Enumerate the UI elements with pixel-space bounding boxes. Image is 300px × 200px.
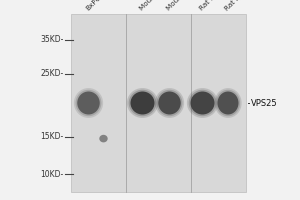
Text: 25KD-: 25KD- — [40, 69, 64, 78]
Ellipse shape — [216, 90, 240, 116]
Text: 10KD-: 10KD- — [40, 170, 64, 179]
Ellipse shape — [130, 92, 154, 114]
Ellipse shape — [190, 92, 214, 114]
Ellipse shape — [187, 88, 218, 118]
Text: Mouse brain: Mouse brain — [138, 0, 174, 12]
Ellipse shape — [218, 92, 239, 114]
Text: 35KD-: 35KD- — [40, 35, 64, 44]
Ellipse shape — [155, 88, 184, 118]
Text: Mouse heart: Mouse heart — [165, 0, 201, 12]
Ellipse shape — [127, 88, 158, 118]
Ellipse shape — [129, 90, 156, 116]
Ellipse shape — [76, 90, 101, 116]
Ellipse shape — [77, 92, 100, 114]
Text: BxPC3: BxPC3 — [84, 0, 105, 12]
Text: Rat lung: Rat lung — [224, 0, 249, 12]
Ellipse shape — [74, 88, 103, 118]
FancyBboxPatch shape — [70, 14, 246, 192]
Ellipse shape — [214, 88, 242, 118]
Ellipse shape — [158, 92, 181, 114]
Text: VPS25: VPS25 — [250, 98, 277, 108]
Ellipse shape — [157, 90, 182, 116]
Text: 15KD-: 15KD- — [40, 132, 64, 141]
Text: Rat liver: Rat liver — [198, 0, 224, 12]
Ellipse shape — [99, 135, 108, 142]
Ellipse shape — [189, 90, 216, 116]
